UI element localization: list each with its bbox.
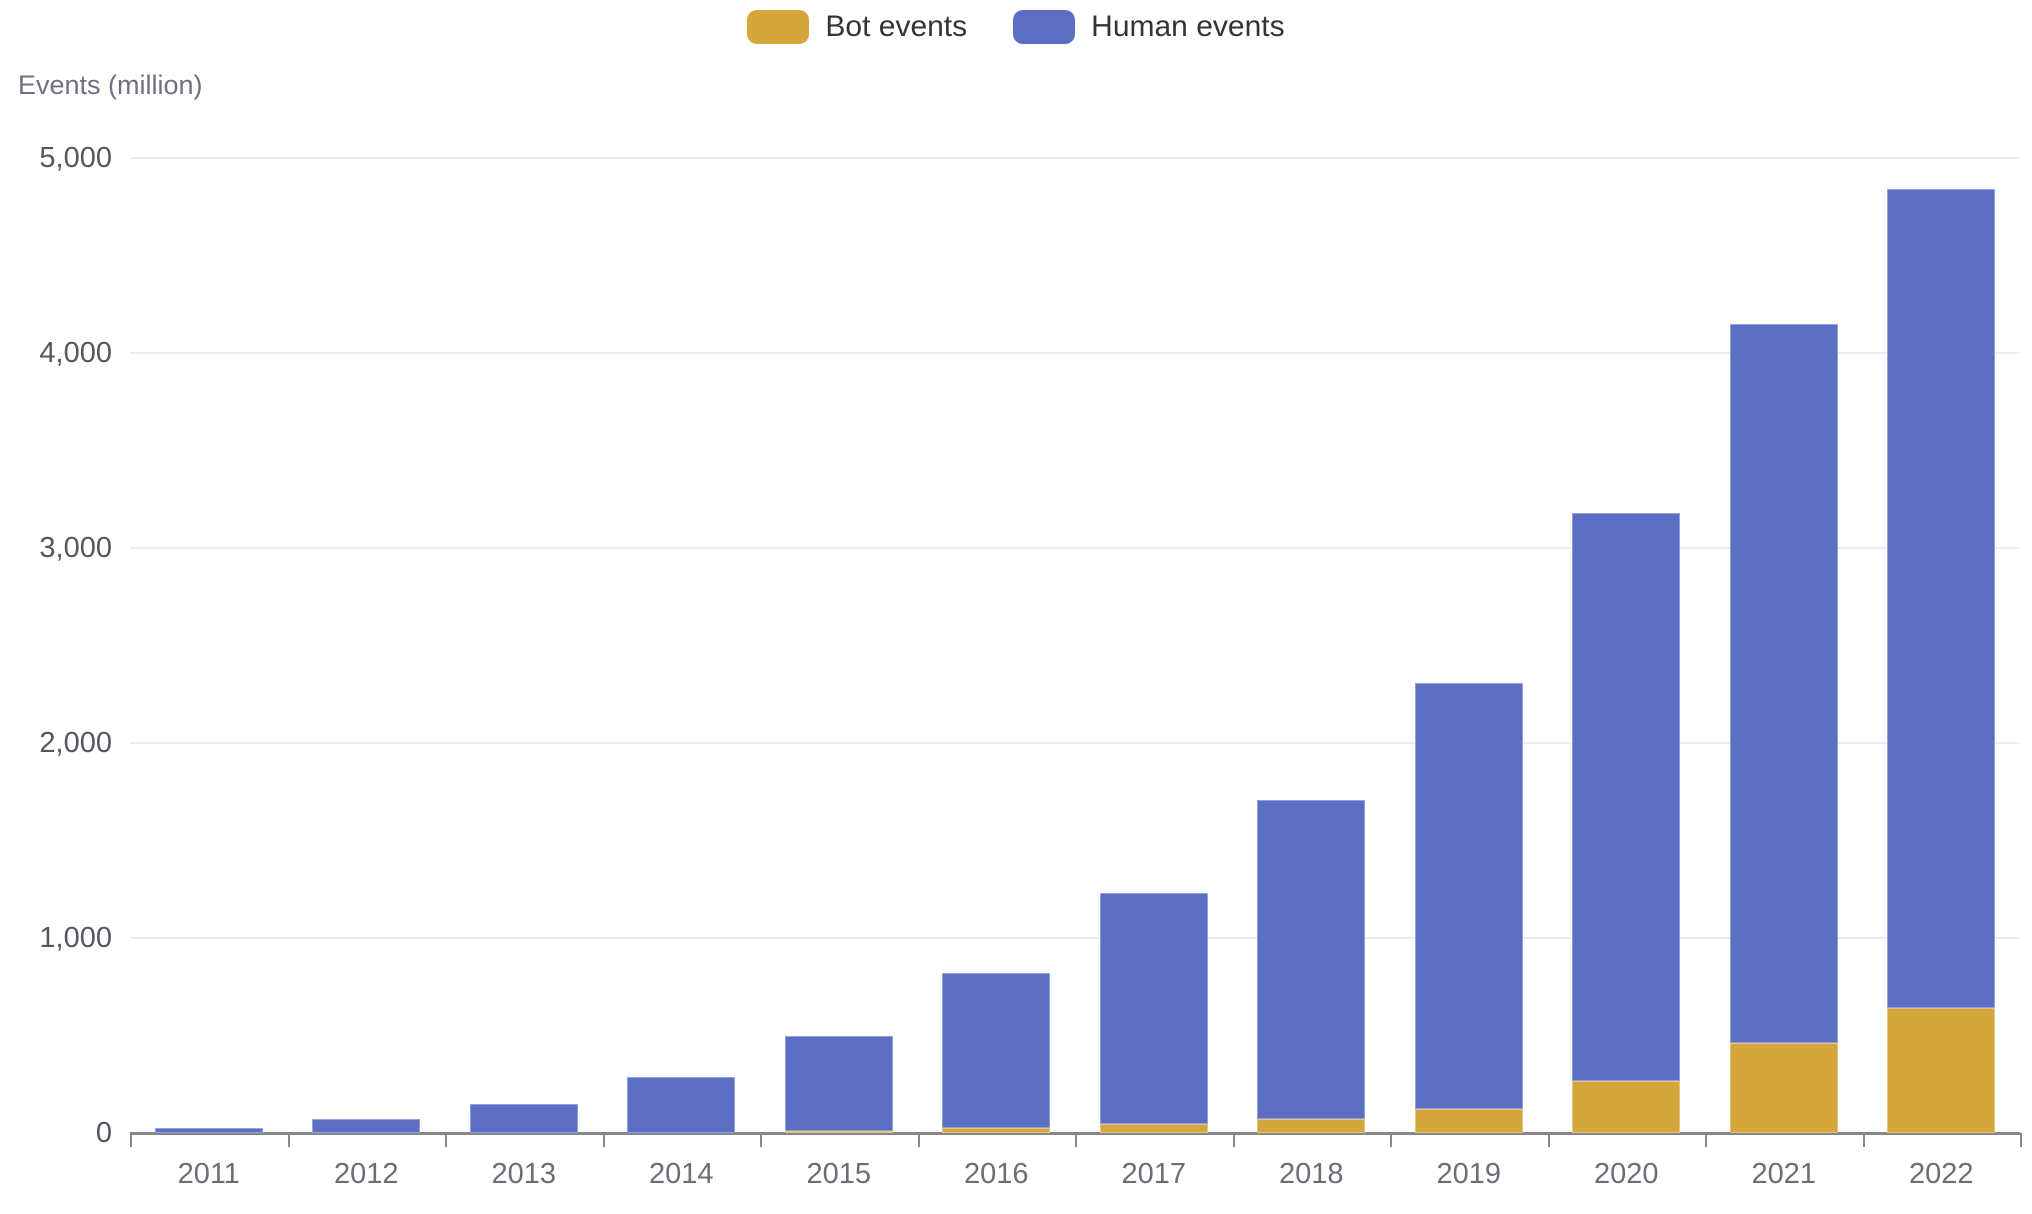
legend-label-human-events: Human events [1091, 10, 1285, 43]
bar-2022-human-events[interactable] [1887, 189, 1996, 1009]
bar-2018-human-events[interactable] [1257, 799, 1366, 1120]
bar-2019-human-events[interactable] [1414, 682, 1523, 1109]
x-axis-label-2018: 2018 [1278, 1158, 1344, 1190]
x-axis-label-2015: 2015 [806, 1158, 871, 1190]
x-axis-label-2014: 2014 [648, 1158, 714, 1190]
x-axis-tick [1548, 1133, 1550, 1147]
bar-2016-bot-events[interactable] [942, 1128, 1051, 1133]
y-tick-label: 3,000 [39, 532, 112, 564]
x-axis-label-2011: 2011 [177, 1158, 240, 1190]
x-axis-label-2012: 2012 [333, 1158, 399, 1190]
x-axis-tick [1075, 1133, 1077, 1147]
x-axis-label-2017: 2017 [1121, 1158, 1186, 1190]
bar-2013-human-events[interactable] [469, 1103, 578, 1133]
bar-2015-human-events[interactable] [784, 1035, 893, 1132]
x-axis-tick [2020, 1133, 2022, 1147]
bar-2020-bot-events[interactable] [1572, 1081, 1681, 1133]
x-axis-tick [1233, 1133, 1235, 1147]
y-tick-label: 2,000 [39, 727, 112, 759]
y-tick-label: 1,000 [39, 922, 112, 954]
x-axis-tick [1390, 1133, 1392, 1147]
bar-2012-human-events[interactable] [312, 1119, 421, 1133]
gridline [130, 742, 2020, 744]
y-tick-label: 5,000 [39, 142, 112, 174]
x-axis-label-2022: 2022 [1908, 1158, 1974, 1190]
y-tick-label: 4,000 [39, 337, 112, 369]
gridline [130, 547, 2020, 549]
x-axis-tick [445, 1133, 447, 1147]
bar-2017-human-events[interactable] [1099, 893, 1208, 1125]
x-axis-tick [1863, 1133, 1865, 1147]
x-axis-tick [130, 1133, 132, 1147]
bar-2014-human-events[interactable] [627, 1077, 736, 1133]
bar-2011-human-events[interactable] [154, 1128, 263, 1133]
gridline [130, 157, 2020, 159]
human-events-swatch-icon [1013, 10, 1076, 44]
bar-2017-bot-events[interactable] [1099, 1124, 1208, 1133]
bar-2021-bot-events[interactable] [1729, 1043, 1838, 1133]
bar-2015-bot-events[interactable] [784, 1131, 893, 1133]
x-axis-tick [603, 1133, 605, 1147]
x-axis-label-2021: 2021 [1751, 1158, 1816, 1190]
plot-area: 2011 2012 2013 2014 2015 2016 2017 2018 2019 2020… [130, 157, 2022, 1190]
legend-item-bot-events[interactable]: Bot events [747, 10, 967, 44]
bar-2018-bot-events[interactable] [1257, 1119, 1366, 1133]
x-axis-tick [918, 1133, 920, 1147]
gridline [130, 352, 2020, 354]
bar-2019-bot-events[interactable] [1414, 1108, 1523, 1133]
x-axis-label-2019: 2019 [1436, 1158, 1501, 1190]
x-axis-label-2020: 2020 [1593, 1158, 1659, 1190]
x-axis-tick [760, 1133, 762, 1147]
bar-2020-human-events[interactable] [1572, 512, 1681, 1082]
legend-label-bot-events: Bot events [825, 10, 968, 43]
bot-events-swatch-icon [747, 10, 810, 44]
legend: Bot events Human events [0, 10, 2032, 44]
gridline [130, 937, 2020, 939]
bar-2022-bot-events[interactable] [1887, 1008, 1996, 1133]
x-axis-label-2013: 2013 [491, 1158, 556, 1190]
x-axis-tick [1705, 1133, 1707, 1147]
x-axis-tick [288, 1133, 290, 1147]
legend-item-human-events[interactable]: Human events [1013, 10, 1285, 44]
y-tick-label: 0 [95, 1117, 112, 1149]
bar-2016-human-events[interactable] [942, 973, 1051, 1129]
bar-2021-human-events[interactable] [1729, 323, 1838, 1044]
y-axis-title: Events (million) [18, 70, 203, 100]
x-axis-label-2016: 2016 [963, 1158, 1029, 1190]
